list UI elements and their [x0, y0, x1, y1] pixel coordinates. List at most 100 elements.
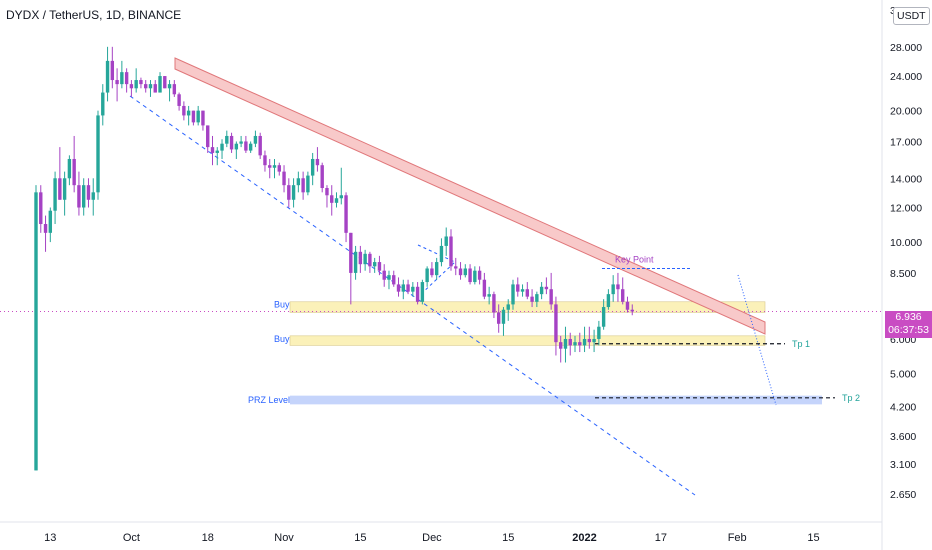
y-tick-label: 20.000 — [890, 106, 922, 118]
candle-body — [344, 195, 347, 233]
y-tick-label: 2.650 — [890, 489, 916, 501]
candle — [330, 185, 333, 215]
candle-body — [535, 294, 538, 302]
candle — [549, 273, 552, 310]
candle — [316, 147, 319, 172]
candle — [454, 258, 457, 275]
candle-body — [182, 106, 185, 115]
candle-body — [564, 339, 567, 349]
key-point-label: Key Point — [615, 255, 654, 265]
candle-body — [316, 159, 319, 165]
candle — [540, 282, 543, 299]
candle — [311, 153, 314, 185]
candle — [211, 136, 214, 165]
candle-body — [583, 339, 586, 345]
candle — [139, 78, 142, 89]
candle — [235, 141, 238, 159]
candle-body — [387, 275, 390, 280]
current-price-value: 6.936 — [885, 311, 932, 324]
trend-lines-layer — [0, 58, 882, 495]
candle — [387, 271, 390, 290]
candle-body — [573, 342, 576, 345]
candle — [378, 256, 381, 275]
candle — [254, 131, 257, 148]
candle-body — [411, 287, 414, 292]
candle-body — [292, 185, 295, 200]
currency-unit-label[interactable]: USDT — [893, 7, 930, 25]
candle — [392, 271, 395, 287]
candle-body — [521, 289, 524, 291]
x-tick-label: 15 — [354, 532, 366, 544]
candle-body — [473, 271, 476, 282]
candle — [130, 80, 133, 97]
candle-body — [392, 275, 395, 284]
candle — [282, 165, 285, 192]
candle — [111, 47, 114, 88]
candle — [196, 106, 199, 125]
candle-body — [569, 339, 572, 345]
candle — [383, 264, 386, 287]
candle-body — [440, 246, 443, 262]
candle — [92, 178, 95, 215]
candle-body — [92, 192, 95, 199]
candle — [440, 238, 443, 266]
candle — [287, 178, 290, 207]
candle — [325, 185, 328, 207]
candle-body — [192, 111, 195, 123]
candle-body — [416, 287, 419, 302]
y-tick-label: 24.000 — [890, 71, 922, 83]
candle — [182, 101, 185, 120]
y-tick-label: 4.200 — [890, 402, 916, 414]
candle — [445, 227, 448, 255]
candle-body — [163, 76, 166, 88]
candle-body — [39, 192, 42, 224]
prz-label: PRZ Level — [248, 395, 290, 405]
candle-body — [330, 195, 333, 203]
candle-body — [497, 312, 500, 323]
x-tick-label: 13 — [44, 532, 56, 544]
candle-body — [258, 136, 261, 155]
x-tick-label: 15 — [502, 532, 514, 544]
candle-body — [349, 233, 352, 273]
current-price-tag: 6.936 06:37:53 — [885, 311, 932, 338]
candle-body — [373, 262, 376, 266]
annotations-layer: BuyBuyPRZ LevelTp 1Tp 2Key Point — [248, 255, 860, 405]
buy-label-1: Buy — [274, 299, 290, 309]
y-tick-label: 28.000 — [890, 42, 922, 54]
candle — [273, 159, 276, 178]
candle — [421, 280, 424, 305]
candle-body — [273, 165, 276, 168]
x-tick-label: 2022 — [572, 532, 596, 544]
candle — [44, 216, 47, 252]
candle — [349, 233, 352, 305]
candle — [173, 80, 176, 97]
x-tick-label: 15 — [807, 532, 819, 544]
candle — [607, 289, 610, 310]
candle-body — [359, 252, 362, 264]
candle — [564, 327, 567, 363]
candle — [216, 147, 219, 165]
candle-body — [602, 307, 605, 327]
candle-body — [301, 178, 304, 192]
candle-body — [421, 282, 424, 302]
candle — [158, 72, 161, 92]
candle-body — [611, 284, 614, 294]
candle-body — [139, 80, 142, 84]
candle — [163, 76, 166, 88]
candle — [340, 168, 343, 205]
candle — [230, 133, 233, 153]
y-tick-label: 8.500 — [890, 268, 916, 280]
y-tick-label: 3.100 — [890, 459, 916, 471]
candle-body — [406, 284, 409, 291]
candle-body — [507, 304, 510, 309]
candle-body — [297, 178, 300, 185]
candle — [58, 147, 61, 200]
candle-body — [187, 111, 190, 116]
candle — [301, 172, 304, 200]
candle-body — [354, 252, 357, 273]
candle-body — [72, 159, 75, 185]
candle-body — [249, 144, 252, 151]
y-tick-label: 10.000 — [890, 237, 922, 249]
candle — [258, 133, 261, 159]
